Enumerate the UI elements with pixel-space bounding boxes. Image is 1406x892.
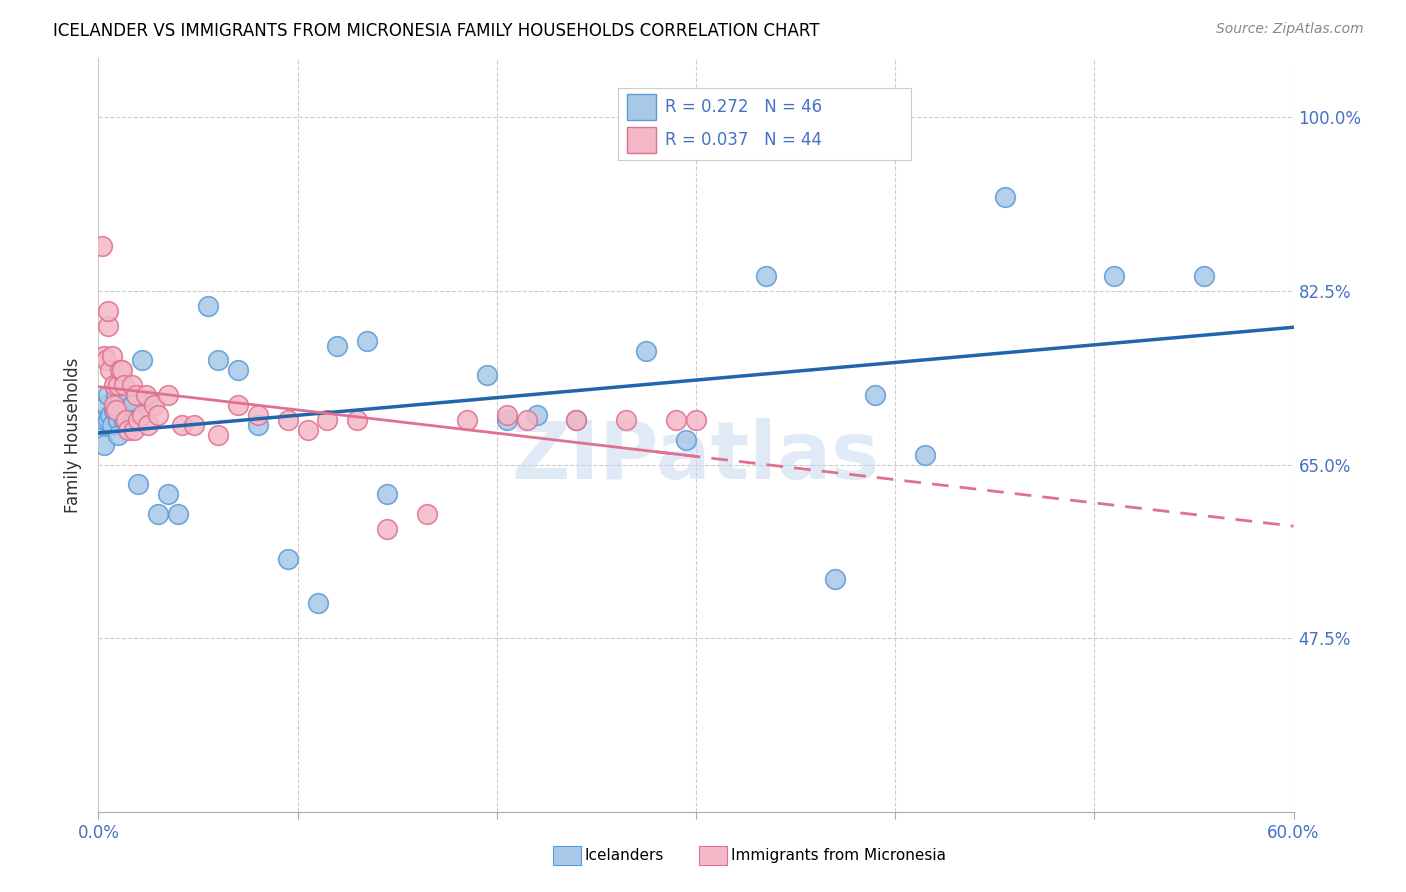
Point (197, 299, 219, 313)
Point (105, 403, 128, 417)
Point (110, 363, 132, 377)
Point (207, 427, 229, 442)
Point (226, 398, 249, 412)
Point (124, 413, 146, 427)
Point (111, 363, 134, 377)
Point (614, 413, 637, 427)
Point (755, 269, 778, 284)
Point (914, 448, 936, 462)
Point (675, 433, 697, 447)
Point (416, 507, 439, 521)
Point (316, 413, 339, 427)
Point (112, 413, 135, 427)
Point (346, 413, 368, 427)
Point (307, 597, 329, 611)
Point (97, 413, 120, 427)
Point (565, 413, 588, 427)
Point (101, 349, 124, 363)
Point (107, 378, 129, 392)
Point (172, 417, 194, 432)
Point (93, 349, 115, 363)
Point (636, 343, 658, 358)
Point (93, 413, 115, 427)
Point (824, 572, 846, 586)
Point (91, 417, 114, 432)
Point (277, 413, 299, 427)
Point (117, 423, 139, 437)
Point (101, 417, 124, 432)
Point (1104, 269, 1126, 284)
Point (375, 487, 398, 501)
Point (183, 417, 205, 432)
Point (103, 398, 125, 412)
Point (157, 388, 180, 402)
Point (226, 363, 249, 377)
Point (111, 408, 134, 422)
Point (865, 388, 887, 402)
Point (277, 551, 299, 566)
Point (98, 408, 122, 422)
Point (495, 408, 517, 422)
Point (131, 353, 153, 368)
Point (565, 413, 588, 427)
Point (125, 388, 148, 402)
Point (107, 427, 129, 442)
Point (121, 378, 143, 392)
Point (246, 408, 269, 422)
Point (148, 408, 170, 422)
Point (117, 393, 139, 408)
Point (127, 413, 149, 427)
Point (103, 403, 125, 417)
Point (136, 393, 159, 408)
Point (157, 487, 180, 501)
Point (107, 413, 129, 427)
Point (516, 413, 538, 427)
Point (136, 417, 159, 432)
Point (143, 398, 166, 412)
Point (121, 398, 143, 412)
Point (475, 368, 498, 383)
Point (246, 417, 269, 432)
Point (297, 423, 319, 437)
Text: Source: ZipAtlas.com: Source: ZipAtlas.com (1216, 22, 1364, 37)
Point (375, 522, 398, 536)
Point (994, 190, 1017, 204)
Point (110, 393, 132, 408)
Point (167, 507, 190, 521)
Text: Icelanders: Icelanders (585, 848, 664, 863)
Point (326, 338, 349, 352)
Point (115, 413, 138, 427)
Point (356, 334, 378, 348)
Point (112, 378, 135, 392)
Point (526, 408, 548, 422)
Point (96, 353, 118, 368)
Y-axis label: Family Households: Family Households (65, 357, 83, 513)
Point (97, 318, 120, 333)
Point (456, 413, 478, 427)
Point (131, 408, 153, 422)
Point (665, 413, 688, 427)
Point (97, 304, 120, 318)
Point (91, 239, 114, 253)
Text: Immigrants from Micronesia: Immigrants from Micronesia (731, 848, 946, 863)
Point (98, 363, 122, 377)
Point (495, 413, 517, 427)
Point (207, 353, 229, 368)
Point (97, 388, 120, 402)
Point (124, 423, 146, 437)
Point (135, 388, 157, 402)
Text: ICELANDER VS IMMIGRANTS FROM MICRONESIA FAMILY HOUSEHOLDS CORRELATION CHART: ICELANDER VS IMMIGRANTS FROM MICRONESIA … (53, 22, 820, 40)
Text: ZIPatlas: ZIPatlas (512, 418, 880, 497)
Point (105, 388, 128, 402)
Point (1192, 269, 1215, 284)
Point (685, 413, 707, 427)
Point (93, 438, 115, 452)
Point (103, 378, 125, 392)
Point (96, 398, 118, 412)
Point (148, 507, 170, 521)
Point (127, 477, 149, 491)
